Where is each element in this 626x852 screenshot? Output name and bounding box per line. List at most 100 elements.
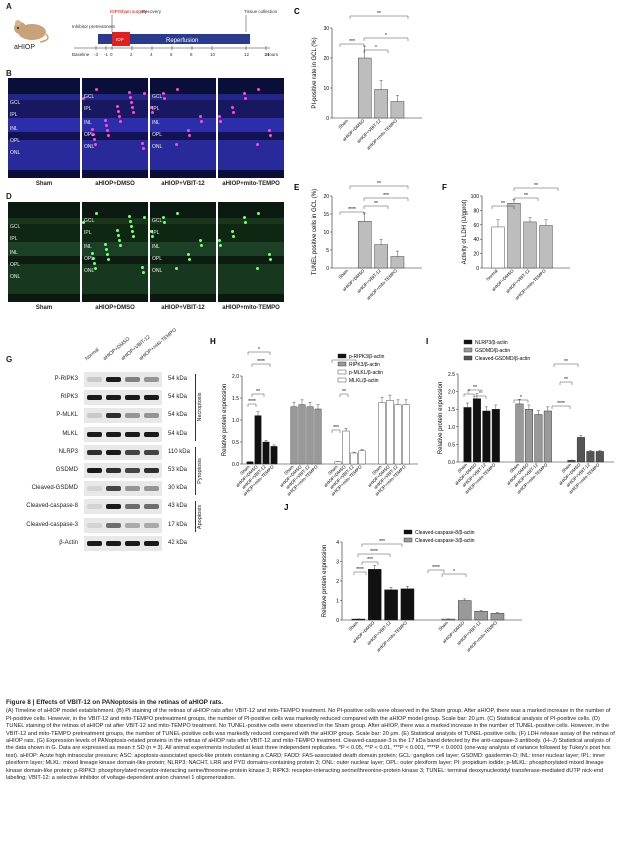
sig-bracket bbox=[363, 197, 409, 201]
sig-label: ** bbox=[524, 193, 528, 199]
bar bbox=[357, 221, 372, 269]
y-axis-label: PI-positive rate in GCL (%) bbox=[312, 37, 318, 108]
x-tick-label: Sham bbox=[561, 462, 573, 474]
sig-bracket bbox=[339, 43, 365, 47]
layer-label: OPL bbox=[10, 262, 21, 268]
sig-bracket bbox=[473, 395, 487, 399]
tunel-image-3 bbox=[218, 202, 284, 302]
bar bbox=[334, 461, 342, 465]
timeline-tick-label: 2 bbox=[130, 52, 133, 57]
sig-label: *** bbox=[379, 539, 385, 545]
y-tick-label: 1.0 bbox=[232, 418, 239, 424]
legend-label: MLKL/β-actin bbox=[349, 378, 379, 384]
blot-band bbox=[106, 413, 121, 419]
sig-label: **** bbox=[557, 401, 565, 407]
rat-group-label: aHIOP bbox=[14, 44, 36, 51]
sig-bracket bbox=[357, 553, 391, 557]
blot-kda-label: 30 kDa bbox=[168, 485, 188, 492]
sig-bracket bbox=[339, 393, 349, 397]
blot-strip bbox=[84, 535, 162, 551]
bar bbox=[342, 430, 350, 465]
sig-bracket bbox=[361, 561, 379, 565]
sig-label: * bbox=[385, 33, 387, 39]
bar bbox=[441, 618, 456, 621]
blot-band bbox=[106, 449, 121, 455]
timeline-tick-label: 8 bbox=[190, 52, 193, 57]
legend-label: Cleaved-caspase-8/β-actin bbox=[415, 530, 475, 536]
bar bbox=[543, 410, 552, 463]
sig-label: **** bbox=[370, 549, 378, 555]
x-tick-label: aHIOP+mito-TEMPO bbox=[366, 268, 399, 301]
sig-label: ** bbox=[342, 389, 346, 395]
sig-bracket bbox=[251, 363, 271, 367]
x-tick-label: Sham bbox=[457, 462, 469, 474]
y-axis-label: Relative protein expression bbox=[222, 384, 228, 456]
y-tick-label: 2.0 bbox=[448, 390, 455, 396]
bar bbox=[482, 410, 491, 463]
sig-bracket bbox=[363, 37, 409, 41]
blot-strip bbox=[84, 408, 162, 424]
blot-row-label: P-RIPK3 bbox=[54, 376, 78, 382]
blot-band bbox=[125, 413, 140, 419]
bar bbox=[472, 398, 481, 463]
blot-band bbox=[106, 540, 121, 546]
blot-band bbox=[106, 431, 121, 437]
x-tick-label: aHIOP+mito-TEMPO bbox=[366, 118, 399, 151]
y-tick-label: 2.0 bbox=[232, 374, 239, 380]
layer-label: GCL bbox=[10, 224, 21, 230]
blot-band bbox=[106, 377, 121, 382]
blot-band bbox=[106, 468, 121, 473]
blot-kda-label: 53 kDa bbox=[168, 467, 188, 473]
caption-title: Figure 8 | Effects of VBIT-12 on PANopto… bbox=[6, 699, 224, 706]
bar bbox=[262, 441, 270, 465]
panel-d-letter: D bbox=[6, 192, 12, 201]
sig-bracket bbox=[427, 569, 445, 573]
legend-label: GSDMD/β-actin bbox=[475, 348, 510, 354]
blot-band bbox=[125, 431, 140, 437]
bar bbox=[595, 451, 604, 463]
blot-band bbox=[125, 468, 140, 473]
blot-kda-label: 110 kDa bbox=[168, 448, 190, 455]
legend-label: Cleaved-GSDMD/β-actin bbox=[475, 356, 530, 362]
y-tick-label: 20 bbox=[323, 56, 329, 62]
x-tick-label: Sham bbox=[347, 620, 359, 632]
y-tick-label: 1.5 bbox=[448, 407, 455, 413]
blot-strip bbox=[84, 481, 162, 497]
sig-bracket bbox=[363, 205, 389, 209]
bar bbox=[367, 569, 382, 621]
y-tick-label: 0.5 bbox=[448, 442, 455, 448]
x-tick-label: aHIOP+mito-TEMPO bbox=[466, 620, 499, 653]
blot-band bbox=[125, 522, 140, 528]
blot-band bbox=[87, 431, 102, 437]
bar bbox=[576, 437, 585, 463]
tunel-group-label: aHIOP+mito-TEMPO bbox=[222, 305, 280, 311]
blot-band bbox=[87, 540, 102, 546]
legend-label: Cleaved-caspase-3/β-actin bbox=[415, 538, 475, 544]
layer-label: OPL bbox=[152, 256, 163, 262]
blot-band bbox=[125, 449, 140, 455]
sig-bracket bbox=[491, 205, 515, 209]
blot-band bbox=[87, 449, 102, 455]
sig-label: ** bbox=[501, 201, 505, 207]
legend-label: p-RIPK3/β-actin bbox=[349, 354, 385, 360]
y-tick-label: 2.5 bbox=[448, 372, 455, 378]
bar bbox=[351, 618, 366, 621]
blot-row-label: MLKL bbox=[62, 430, 78, 437]
sig-bracket bbox=[349, 185, 409, 189]
y-tick-label: 2 bbox=[336, 579, 339, 585]
blot-band bbox=[87, 395, 102, 401]
blot-kda-label: 54 kDa bbox=[168, 412, 188, 419]
sig-bracket bbox=[339, 211, 365, 215]
y-tick-label: 40 bbox=[473, 237, 479, 243]
y-tick-label: 10 bbox=[323, 230, 329, 236]
x-tick-label: aHIOP+mito-TEMPO bbox=[514, 268, 547, 301]
bar bbox=[390, 256, 405, 269]
sig-label: *** bbox=[367, 557, 373, 563]
pi-group-label: aHIOP+DMSO bbox=[95, 181, 135, 187]
legend-swatch bbox=[463, 347, 473, 353]
blot-group-label: Apoptosis bbox=[197, 504, 203, 529]
blot-band bbox=[87, 377, 102, 382]
blot-row-label: Cleaved-caspase-8 bbox=[26, 503, 78, 510]
bar bbox=[290, 406, 298, 465]
legend-swatch bbox=[337, 377, 347, 383]
